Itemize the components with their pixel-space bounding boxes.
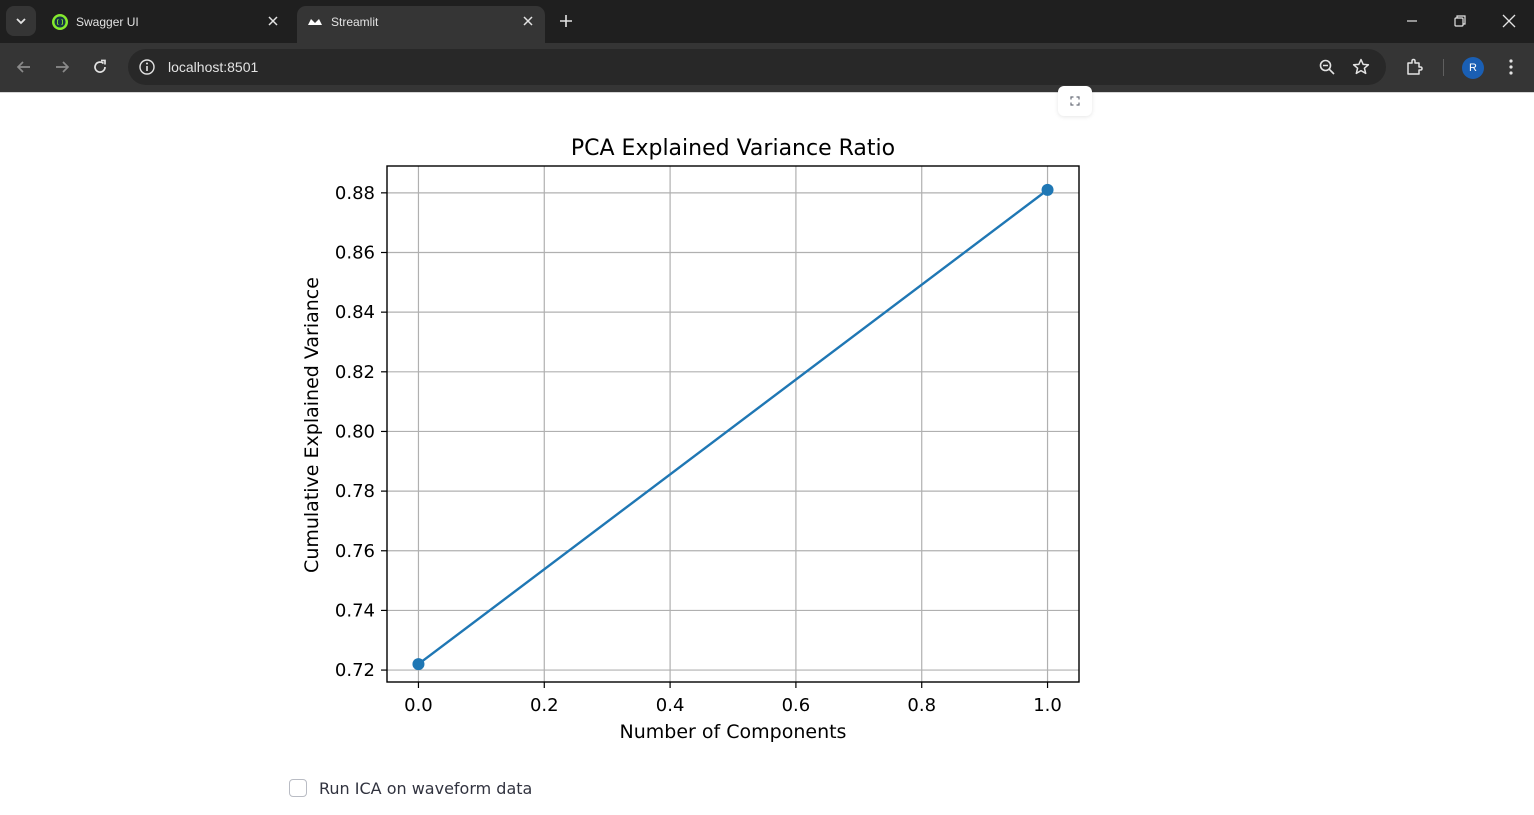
streamlit-favicon [308,19,322,25]
menu-icon[interactable] [1501,57,1521,77]
fullscreen-button[interactable] [1058,86,1092,116]
y-tick-label: 0.86 [335,242,375,263]
y-tick-label: 0.74 [335,600,375,621]
ica-checkbox-label[interactable]: Run ICA on waveform data [319,778,533,798]
restore-icon[interactable] [1451,12,1469,30]
tab-swagger-ui[interactable]: Swagger UI [42,6,290,43]
chevron-down-icon [16,18,26,25]
minimize-icon[interactable] [1403,12,1421,30]
profile-avatar[interactable]: R [1462,57,1484,79]
close-window-icon[interactable] [1500,12,1518,30]
toolbar-border [0,92,1534,93]
chart-axes: 0.0 0.2 0.4 0.6 0.8 1.0 0.72 0.74 0.76 0.78 0.80 0.… [335,165,1080,716]
y-tick-label: 0.82 [335,362,375,383]
chart-series [412,183,1054,671]
toolbar-divider [1443,59,1444,76]
x-tick-label: 0.0 [404,695,433,716]
tab-search-button[interactable] [6,6,36,36]
y-tick-label: 0.84 [335,302,375,323]
series-line [417,188,1049,666]
chart-y-axis-label: Cumulative Explained Variance [301,277,323,573]
data-point [1041,183,1054,196]
ica-checkbox-row[interactable]: Run ICA on waveform data [289,777,532,799]
reload-icon[interactable] [90,57,110,77]
x-tick-label: 1.0 [1033,695,1062,716]
y-tick-label: 0.76 [335,541,375,562]
swagger-favicon [52,14,68,30]
x-tick-label: 0.8 [907,695,936,716]
tab-bar: Swagger UI Streamlit [0,0,1534,43]
back-icon[interactable] [14,57,34,77]
url-text[interactable]: localhost:8501 [168,59,259,75]
chart-x-axis-label: Number of Components [620,721,847,743]
zoom-icon[interactable] [1317,57,1337,77]
x-tick-label: 0.4 [656,695,685,716]
ica-checkbox[interactable] [289,779,307,797]
new-tab-icon[interactable] [557,12,575,30]
forward-icon[interactable] [52,57,72,77]
tab-title: Swagger UI [76,15,139,29]
close-icon[interactable] [522,15,534,27]
pca-variance-chart: 0.0 0.2 0.4 0.6 0.8 1.0 0.72 0.74 0.76 0.78 0.80 0.… [301,136,1080,743]
site-info-icon[interactable] [138,58,156,76]
y-tick-label: 0.80 [335,421,375,442]
y-tick-label: 0.72 [335,660,375,681]
plot-frame [386,165,1080,683]
x-tick-label: 0.2 [530,695,559,716]
extensions-icon[interactable] [1405,57,1425,77]
chart-grid [387,166,1079,682]
bookmark-star-icon[interactable] [1351,57,1371,77]
x-tick-label: 0.6 [782,695,811,716]
tab-streamlit[interactable]: Streamlit [297,6,545,43]
address-bar[interactable]: localhost:8501 [128,49,1386,85]
close-icon[interactable] [267,15,279,27]
browser-toolbar: localhost:8501 R [0,43,1534,92]
chart-title: PCA Explained Variance Ratio [571,136,895,161]
fullscreen-icon [1070,96,1080,106]
y-tick-label: 0.78 [335,481,375,502]
y-tick-label: 0.88 [335,183,375,204]
tab-title: Streamlit [331,15,379,29]
data-point [412,658,425,671]
